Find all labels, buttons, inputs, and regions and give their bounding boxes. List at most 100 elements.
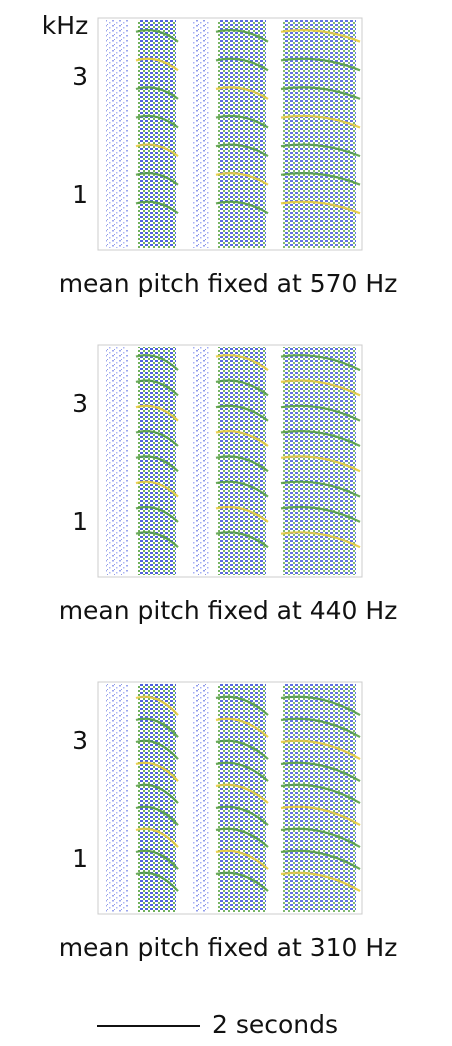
- harmonic: [135, 354, 179, 371]
- y-tick-label: 3: [72, 389, 88, 418]
- y-tick-label: 1: [72, 180, 88, 209]
- energy-band: [193, 347, 210, 575]
- harmonic: [280, 143, 361, 158]
- harmonic: [135, 480, 179, 498]
- caption: mean pitch fixed at 310 Hz: [59, 933, 398, 962]
- harmonic: [280, 761, 361, 783]
- y-tick-label: 3: [72, 726, 88, 755]
- harmonic: [135, 761, 179, 782]
- harmonic: [135, 86, 179, 100]
- harmonic: [280, 455, 361, 473]
- harmonic: [135, 739, 179, 760]
- harmonic: [215, 783, 269, 804]
- harmonic: [135, 404, 179, 422]
- harmonic: [215, 379, 269, 397]
- harmonic: [215, 29, 269, 43]
- harmonic: [280, 505, 361, 523]
- harmonic: [135, 455, 179, 473]
- harmonic: [215, 505, 269, 523]
- harmonic: [135, 805, 179, 826]
- energy-band: [138, 347, 176, 575]
- harmonic: [135, 871, 179, 892]
- harmonic: [215, 761, 269, 782]
- spectrogram: 3 1 mean pitch fixed at 570 Hz: [59, 17, 398, 298]
- harmonic: [135, 849, 179, 870]
- y-tick-label: 3: [72, 62, 88, 91]
- energy-band: [218, 20, 266, 248]
- energy-band: [106, 347, 128, 575]
- harmonic: [280, 29, 361, 43]
- harmonic: [215, 739, 269, 760]
- harmonic: [135, 143, 179, 157]
- harmonic: [280, 480, 361, 498]
- harmonic: [215, 57, 269, 72]
- harmonic: [215, 200, 269, 215]
- harmonic: [215, 695, 269, 716]
- harmonic: [215, 114, 269, 129]
- energy-band: [193, 684, 210, 912]
- y-tick-label: 1: [72, 844, 88, 873]
- harmonic: [135, 531, 179, 549]
- spectrogram: 3 1 mean pitch fixed at 310 Hz: [59, 681, 398, 962]
- harmonic: [280, 849, 361, 871]
- energy-band: [283, 347, 356, 575]
- harmonic: [280, 783, 361, 805]
- harmonic: [215, 871, 269, 892]
- harmonic: [135, 172, 179, 186]
- harmonic: [280, 200, 361, 215]
- caption: mean pitch fixed at 570 Hz: [59, 269, 398, 298]
- harmonic: [135, 827, 179, 848]
- y-unit: kHz: [42, 11, 88, 40]
- harmonic: [280, 172, 361, 186]
- harmonic: [280, 739, 361, 761]
- harmonic: [135, 695, 179, 716]
- caption: mean pitch fixed at 440 Hz: [59, 596, 398, 625]
- harmonic: [215, 717, 269, 738]
- y-tick-label: 1: [72, 507, 88, 536]
- panels: 3 1 mean pitch fixed at 570 Hz 3 1 mean pitch…: [59, 17, 398, 962]
- harmonic: [215, 404, 269, 422]
- energy-band: [106, 684, 128, 912]
- harmonic: [280, 379, 361, 397]
- harmonic: [215, 805, 269, 826]
- scale-bar-label: 2 seconds: [212, 1010, 338, 1039]
- harmonic: [135, 717, 179, 738]
- harmonic: [280, 430, 361, 447]
- energy-band: [193, 20, 210, 248]
- harmonic: [215, 455, 269, 473]
- harmonic: [280, 827, 361, 849]
- harmonic: [280, 871, 361, 893]
- harmonic: [280, 114, 361, 129]
- harmonic: [215, 86, 269, 100]
- harmonic: [280, 86, 361, 100]
- harmonic: [215, 172, 269, 186]
- harmonic: [215, 143, 269, 158]
- harmonic: [215, 480, 269, 498]
- harmonic: [280, 695, 361, 717]
- harmonic: [215, 429, 269, 447]
- harmonic: [135, 200, 179, 215]
- harmonic: [135, 379, 179, 397]
- harmonic: [215, 531, 269, 549]
- harmonic: [135, 783, 179, 804]
- harmonic: [135, 29, 179, 43]
- harmonic: [135, 429, 179, 447]
- energy-band: [106, 20, 128, 248]
- harmonic: [280, 531, 361, 549]
- harmonic: [135, 57, 179, 72]
- energy-band: [283, 20, 356, 248]
- harmonic: [215, 849, 269, 870]
- harmonic: [280, 805, 361, 827]
- harmonic: [135, 114, 179, 129]
- energy-band: [138, 20, 176, 248]
- harmonic: [280, 57, 361, 72]
- harmonic: [215, 827, 269, 848]
- spectrogram: 3 1 mean pitch fixed at 440 Hz: [59, 344, 398, 625]
- harmonic: [215, 354, 269, 371]
- energy-band: [218, 347, 266, 575]
- harmonic: [280, 404, 361, 422]
- harmonic: [280, 354, 361, 372]
- harmonic: [135, 505, 179, 523]
